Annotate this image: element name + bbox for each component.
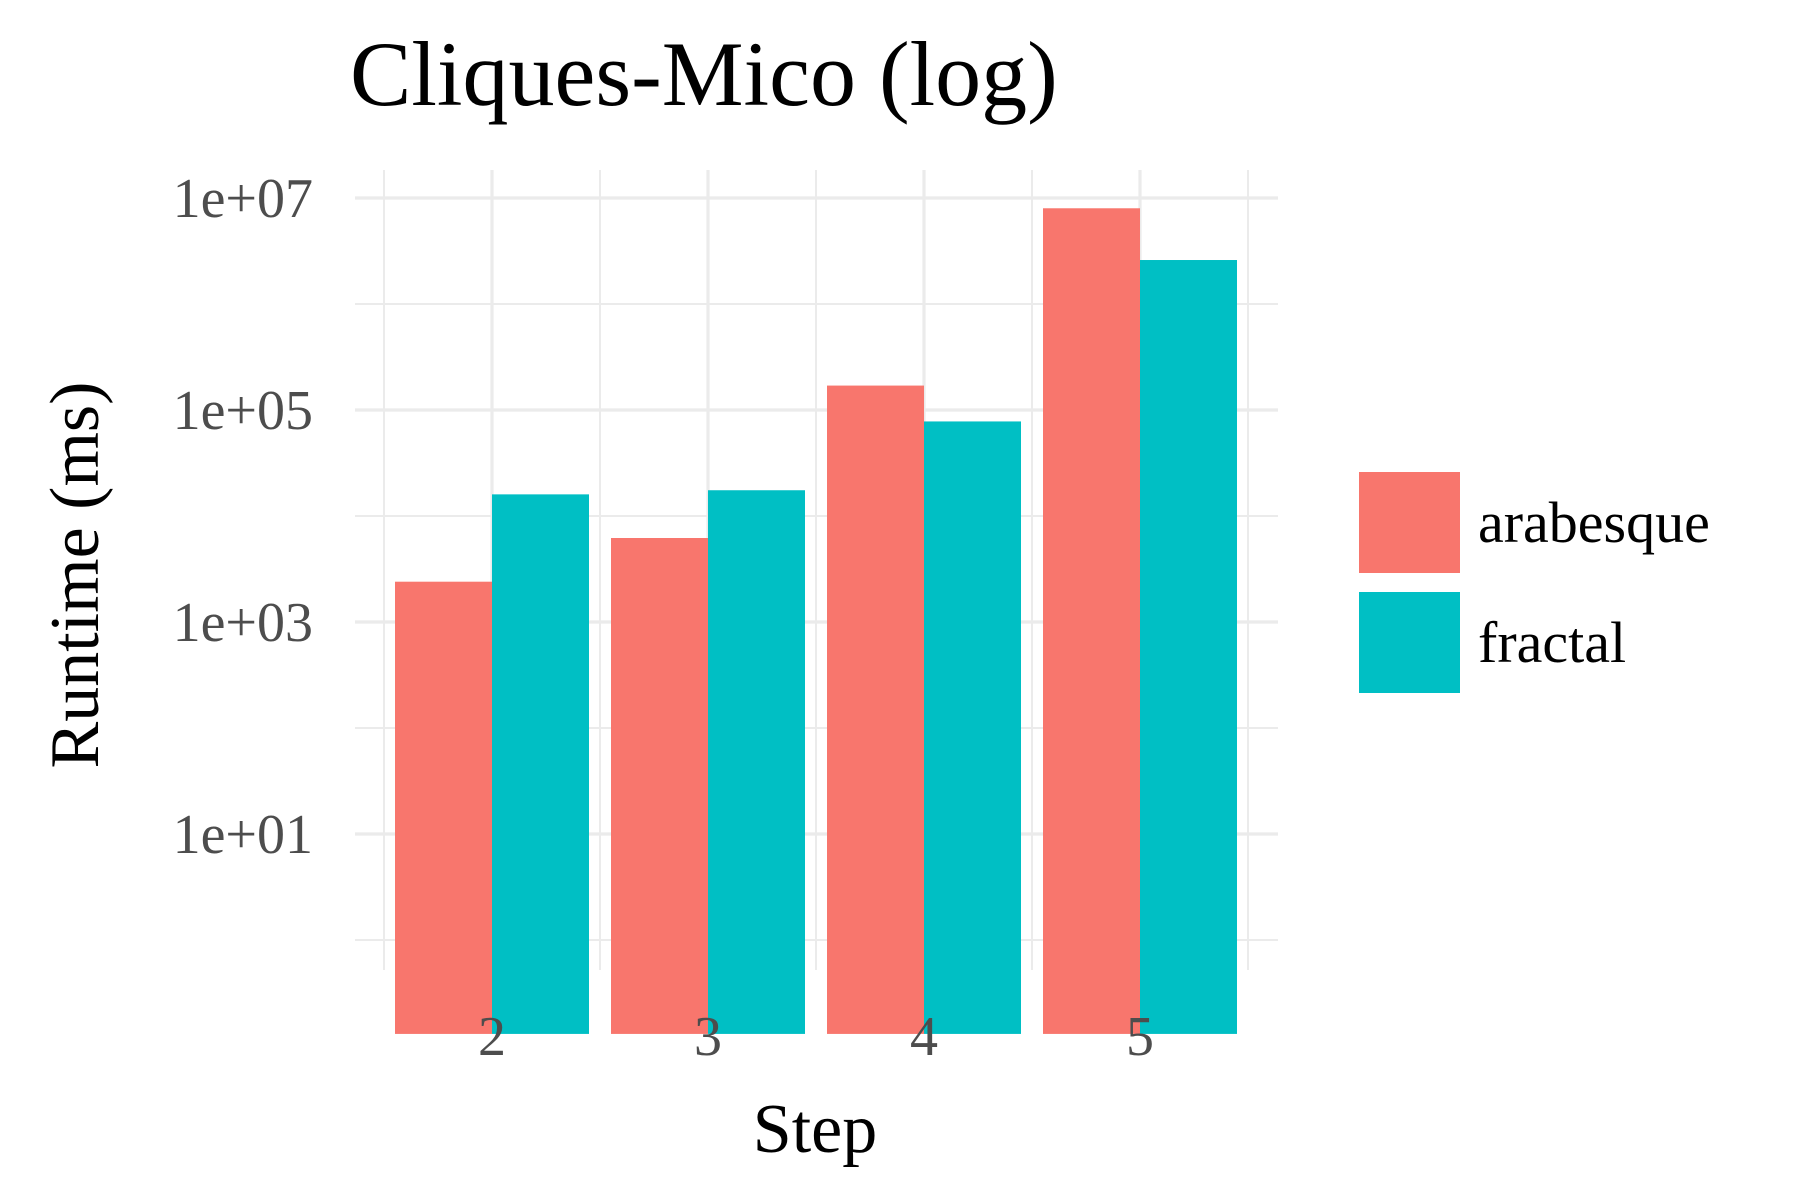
y-tick-label: 1e+05 — [173, 380, 313, 442]
bar-fractal-4 — [924, 421, 1021, 1034]
x-axis-ticks: 2 3 4 5 — [478, 1006, 1154, 1068]
y-axis-ticks: 1e+01 1e+03 1e+05 1e+07 — [173, 168, 313, 866]
chart-title: Cliques-Mico (log) — [350, 23, 1058, 125]
y-tick-label: 1e+07 — [173, 168, 313, 230]
x-tick-label: 3 — [694, 1006, 722, 1068]
x-tick-label: 4 — [910, 1006, 938, 1068]
legend: arabesque fractal — [1359, 472, 1710, 693]
bar-fractal-3 — [708, 490, 805, 1034]
legend-label-arabesque: arabesque — [1478, 490, 1710, 555]
bar-arabesque-2 — [395, 581, 492, 1034]
bar-fractal-2 — [492, 494, 589, 1034]
y-tick-label: 1e+01 — [173, 804, 313, 866]
y-axis-title: Runtime (ms) — [37, 382, 114, 769]
bar-arabesque-3 — [611, 538, 708, 1034]
legend-swatch-arabesque — [1359, 472, 1460, 573]
legend-swatch-fractal — [1359, 592, 1460, 693]
x-tick-label: 2 — [478, 1006, 506, 1068]
bars — [395, 208, 1237, 1034]
y-tick-label: 1e+03 — [173, 592, 313, 654]
bar-fractal-5 — [1140, 260, 1237, 1034]
x-tick-label: 5 — [1126, 1006, 1154, 1068]
bar-arabesque-5 — [1043, 208, 1140, 1034]
bar-arabesque-4 — [827, 385, 924, 1034]
x-axis-title: Step — [753, 1091, 877, 1168]
legend-label-fractal: fractal — [1478, 610, 1626, 675]
